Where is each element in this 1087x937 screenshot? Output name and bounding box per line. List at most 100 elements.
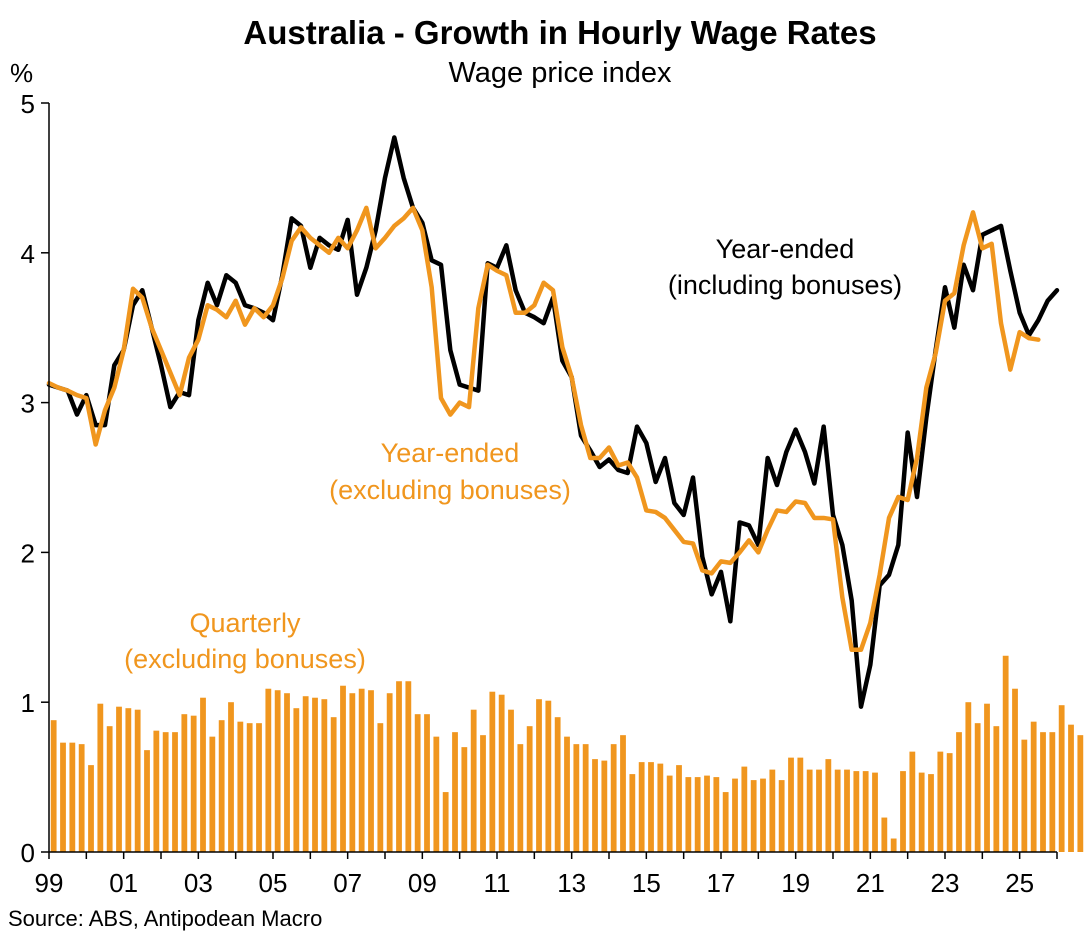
quarterly-bar [666, 775, 673, 852]
quarterly-bar [302, 696, 309, 852]
quarterly-bar [498, 694, 505, 852]
quarterly-bar [517, 744, 524, 852]
quarterly-bar [648, 762, 654, 852]
quarterly-bar [256, 723, 262, 852]
quarterly-bar [620, 735, 626, 852]
quarterly-bar [218, 720, 225, 852]
quarterly-bar [816, 769, 822, 852]
quarterly-bar [778, 780, 785, 852]
quarterly-bar [1068, 724, 1074, 852]
quarterly-bar [881, 817, 888, 852]
quarterly-bar [1040, 732, 1046, 852]
quarterly-bar [918, 772, 925, 852]
quarterly-bar [405, 681, 412, 852]
quarterly-bar [433, 736, 440, 852]
quarterly-bar [312, 697, 318, 852]
quarterly-bar [732, 778, 738, 852]
quarterly-bar [1049, 732, 1056, 852]
x-tick-label: 03 [184, 868, 213, 898]
quarterly-bar [788, 757, 794, 852]
quarterly-bar [564, 736, 570, 852]
chart-subtitle: Wage price index [449, 57, 672, 89]
quarterly-bar [60, 742, 66, 852]
quarterly-bar [246, 723, 253, 852]
quarterly-bar [396, 681, 402, 852]
quarterly-bar [470, 709, 477, 852]
x-tick-label: 15 [632, 868, 661, 898]
quarterly-bar [190, 715, 197, 852]
quarterly-bar [116, 706, 122, 852]
quarterly-bar [694, 777, 701, 852]
x-tick-label: 09 [408, 868, 437, 898]
quarterly-bar [368, 690, 374, 852]
quarterly-bar [1058, 705, 1065, 852]
quarterly-bar [284, 693, 290, 852]
quarterly-bar [442, 792, 449, 852]
quarterly-bar [134, 709, 141, 852]
x-tick-label: 25 [1005, 868, 1034, 898]
quarterly-bar [1077, 735, 1084, 852]
quarterly-bar [806, 769, 813, 852]
quarterly-bar [1021, 739, 1028, 852]
quarterly-bar [722, 792, 729, 852]
quarterly-bar [610, 744, 617, 852]
quarterly-bar [638, 762, 645, 852]
quarterly-bar [872, 772, 878, 852]
quarterly-bar [50, 720, 57, 852]
quarterly-bar [685, 777, 692, 852]
quarterly-bar [601, 760, 608, 852]
quarterly-bar [946, 753, 953, 852]
y-tick-label: 5 [21, 89, 35, 119]
quarterly-bar [321, 699, 328, 852]
quarterly-bar [676, 765, 682, 852]
chart-title: Australia - Growth in Hourly Wage Rates [243, 14, 876, 51]
quarterly-bar [340, 685, 346, 852]
quarterly-bar [741, 766, 748, 852]
quarterly-bar [769, 769, 776, 852]
quarterly-bar [844, 769, 850, 852]
x-tick-label: 23 [931, 868, 960, 898]
x-tick-label: 01 [109, 868, 138, 898]
y-tick-label: 2 [21, 538, 35, 568]
annotation-excl-line2: (excluding bonuses) [329, 475, 571, 505]
x-tick-labels: 99 01 03 05 07 09 11 13 15 17 19 21 23 25 [35, 868, 1035, 898]
source-note: Source: ABS, Antipodean Macro [8, 906, 322, 931]
quarterly-bar [993, 726, 1000, 852]
quarterly-bar [377, 723, 384, 852]
quarterly-bar [162, 732, 169, 852]
quarterly-bar [228, 702, 234, 852]
x-tick-label: 13 [557, 868, 586, 898]
x-tick-label: 07 [333, 868, 362, 898]
quarterly-bar [974, 723, 981, 852]
quarterly-bar [573, 744, 580, 852]
quarterly-bar [97, 703, 104, 852]
quarterly-bar [984, 703, 990, 852]
quarterly-bar [965, 702, 972, 852]
quarterly-bar [900, 771, 906, 852]
axes [41, 102, 1058, 859]
quarterly-bar [88, 765, 94, 852]
quarterly-bar [125, 708, 132, 852]
quarterly-bar [592, 759, 598, 852]
quarterly-bar [153, 730, 160, 852]
quarterly-bar [144, 750, 150, 852]
quarterly-bar [69, 742, 76, 852]
quarterly-bar [461, 747, 468, 852]
quarterly-bar [330, 717, 337, 852]
quarterly-bar [1030, 721, 1037, 852]
x-tick-label: 11 [484, 868, 511, 898]
quarterly-bar [1002, 655, 1009, 852]
quarterly-bar [526, 726, 533, 852]
quarterly-bar [293, 708, 300, 852]
annotation-incl-line1: Year-ended [716, 234, 855, 264]
line-excluding-bonuses [46, 205, 1041, 653]
quarterly-bar [358, 688, 365, 852]
quarterly-bar [862, 771, 869, 852]
y-tick-label: 0 [21, 838, 35, 868]
y-tick-label: 1 [21, 688, 35, 718]
quarterly-bar [508, 709, 514, 852]
y-tick-label: 3 [21, 389, 35, 419]
quarterly-bar [172, 732, 178, 852]
x-tick-label: 19 [781, 868, 810, 898]
quarterly-bar [265, 688, 272, 852]
